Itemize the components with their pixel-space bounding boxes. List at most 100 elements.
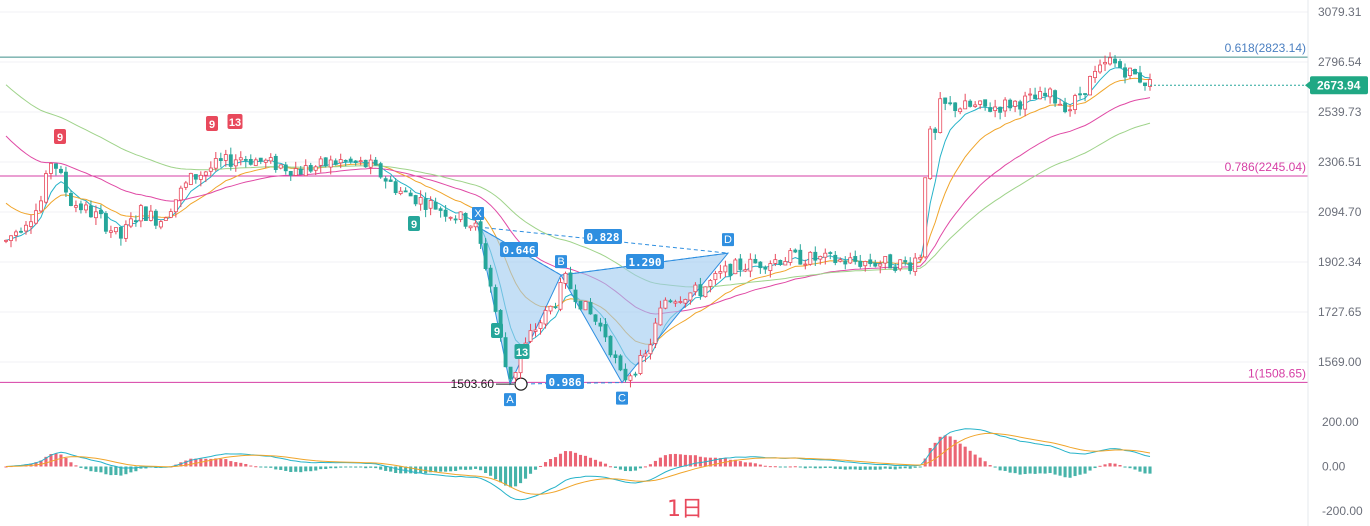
macd-histogram-bar bbox=[314, 466, 318, 471]
candle-body bbox=[483, 243, 488, 269]
macd-histogram-bar bbox=[59, 454, 63, 467]
candle-body bbox=[798, 249, 803, 265]
macd-histogram-bar bbox=[124, 466, 128, 475]
candle-body bbox=[348, 158, 353, 162]
candle-body bbox=[868, 259, 873, 265]
macd-histogram-bar bbox=[773, 466, 777, 468]
candle-body bbox=[63, 171, 68, 193]
macd-histogram-bar bbox=[963, 446, 967, 467]
macd-histogram-bar bbox=[94, 466, 98, 472]
macd-histogram-bar bbox=[558, 453, 563, 467]
candle-body bbox=[1043, 92, 1048, 97]
candle-body bbox=[54, 163, 58, 169]
pattern-point-box bbox=[555, 255, 567, 269]
macd-tick-label: -200.00 bbox=[1322, 504, 1363, 518]
candle-body bbox=[288, 171, 293, 176]
candle-body bbox=[1108, 57, 1112, 65]
sequential-count: 13 bbox=[514, 344, 530, 359]
candle-body bbox=[648, 344, 653, 355]
macd-histogram-bar bbox=[638, 466, 642, 469]
candle-body bbox=[963, 100, 968, 110]
macd-histogram-bar bbox=[563, 451, 568, 467]
candle-body bbox=[108, 230, 113, 233]
candle-body bbox=[503, 337, 508, 368]
macd-histogram-bar bbox=[349, 466, 353, 468]
candle-body bbox=[333, 160, 338, 165]
candle-body bbox=[763, 266, 768, 270]
candle-body bbox=[393, 181, 398, 194]
macd-histogram-bar bbox=[409, 466, 413, 474]
fib-level-label: 0.618(2823.14) bbox=[1225, 41, 1306, 55]
macd-histogram-bar bbox=[1058, 466, 1062, 476]
candle-body bbox=[593, 314, 598, 322]
candle-body bbox=[223, 154, 228, 161]
candle-body bbox=[688, 292, 693, 301]
macd-histogram-bar bbox=[793, 466, 797, 468]
candle-body bbox=[128, 218, 133, 227]
macd-histogram-bar bbox=[114, 466, 118, 475]
candle-body bbox=[938, 98, 943, 133]
candle-body bbox=[853, 256, 858, 262]
macd-histogram-bar bbox=[234, 462, 238, 467]
macd-histogram-bar bbox=[339, 466, 343, 468]
macd-histogram-bar bbox=[279, 466, 283, 470]
current-price-value: 2673.94 bbox=[1317, 78, 1361, 92]
candle-body bbox=[983, 99, 988, 107]
macd-axis: 200.00 0.00 -200.00 bbox=[1322, 415, 1363, 518]
macd-histogram-bar bbox=[109, 466, 113, 476]
candle-body bbox=[873, 262, 878, 267]
candle-body bbox=[493, 287, 498, 312]
price-tick-label: 2539.73 bbox=[1318, 105, 1362, 119]
macd-histogram-bar bbox=[139, 466, 143, 469]
macd-histogram-bar bbox=[548, 459, 553, 467]
candle-body bbox=[908, 262, 913, 272]
sequential-counts: 9 9 13 9 9 13 bbox=[54, 114, 530, 359]
macd-histogram-bar bbox=[269, 466, 273, 468]
candle-body bbox=[353, 160, 358, 163]
candle-body bbox=[758, 261, 763, 269]
macd-histogram-bar bbox=[464, 466, 468, 470]
candle-body bbox=[1078, 93, 1083, 96]
macd-histogram-bar bbox=[264, 466, 268, 468]
macd-histogram-bar bbox=[1093, 466, 1097, 469]
macd-histogram-bar bbox=[808, 466, 812, 468]
candle-body bbox=[403, 190, 408, 193]
macd-histogram-bar bbox=[788, 466, 792, 468]
macd-histogram-bar bbox=[678, 454, 682, 467]
macd-histogram-bar bbox=[658, 457, 662, 467]
macd-histogram-bar bbox=[613, 466, 618, 468]
candle-body bbox=[1068, 109, 1073, 112]
candle-body bbox=[19, 230, 23, 233]
macd-histogram-bar bbox=[324, 466, 328, 469]
macd-histogram-bar bbox=[1013, 466, 1017, 474]
price-tick-label: 1569.00 bbox=[1318, 355, 1362, 369]
candle-body bbox=[283, 164, 288, 172]
candle-body bbox=[158, 221, 163, 228]
candle-body bbox=[988, 107, 993, 112]
candle-body bbox=[68, 193, 73, 206]
candle-body bbox=[248, 158, 253, 165]
candle-body bbox=[233, 159, 238, 167]
macd-histogram-bar bbox=[668, 454, 672, 467]
macd-histogram-bar bbox=[998, 466, 1002, 471]
candle-body bbox=[453, 218, 458, 221]
macd-histogram-bar bbox=[1073, 466, 1077, 477]
macd-histogram-bar bbox=[573, 452, 578, 467]
macd-histogram-bar bbox=[489, 466, 493, 476]
candle-body bbox=[1023, 95, 1028, 110]
candle-body bbox=[588, 302, 593, 315]
candle-body bbox=[748, 258, 753, 272]
candle-body bbox=[263, 159, 268, 163]
macd-histogram-bar bbox=[798, 466, 802, 468]
candle-body bbox=[1138, 72, 1142, 83]
candle-body bbox=[573, 289, 578, 303]
macd-histogram-bar bbox=[424, 466, 428, 474]
candle-body bbox=[243, 159, 248, 161]
sequential-count-box bbox=[491, 323, 503, 338]
candle-body bbox=[768, 263, 773, 271]
candle-body bbox=[433, 201, 438, 210]
macd-dea-line bbox=[5, 432, 1151, 495]
fib-levels: 0.618(2823.14) 0.786(2245.04) 1(1508.65) bbox=[0, 41, 1308, 383]
candle-body bbox=[423, 198, 428, 210]
ratio-label: 0.646 bbox=[500, 242, 538, 257]
